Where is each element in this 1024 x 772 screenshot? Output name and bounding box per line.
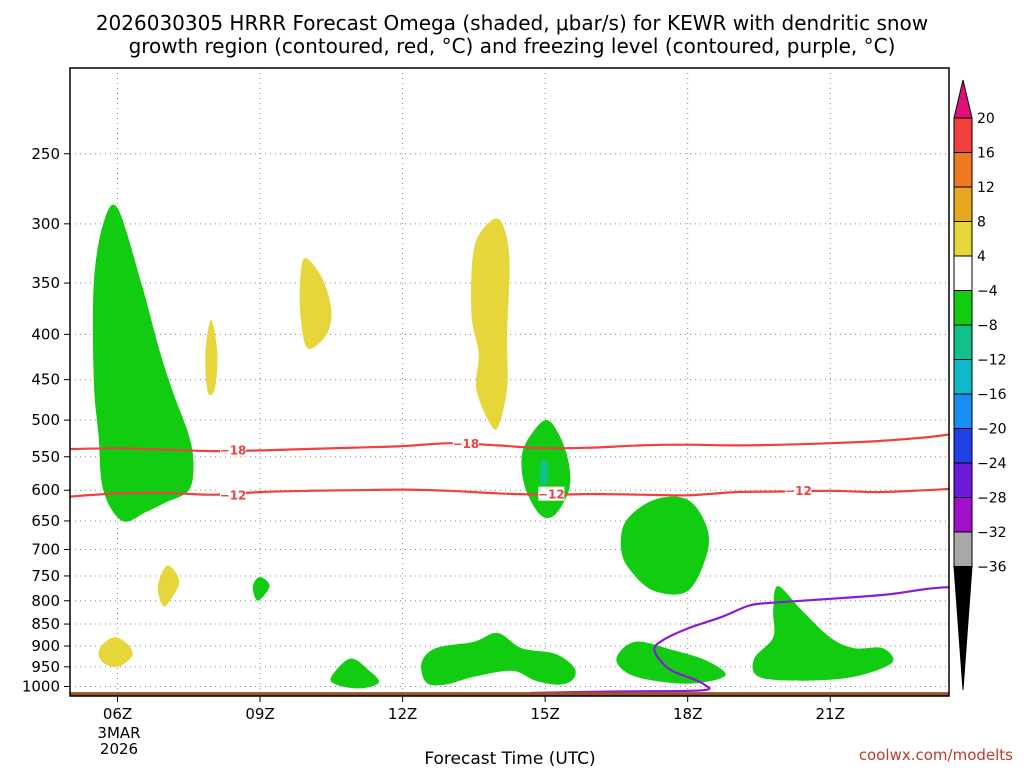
contour-label-bg-0-0 (220, 442, 247, 457)
colorbar-segment-1 (953, 152, 973, 188)
colorbar-cap-bottom (953, 566, 973, 691)
contour-lines: −18 −18 −12 −12 −12 (70, 433, 949, 695)
y-tick-label-650: 650 (31, 512, 60, 530)
contour-label-bg-1-0 (220, 487, 247, 502)
y-tick-label-550: 550 (31, 448, 60, 466)
contour-freezing-level (530, 586, 949, 695)
colorbar-cap-top (953, 79, 973, 119)
colorbar-segment-2 (953, 186, 973, 222)
y-tick-label-300: 300 (31, 215, 60, 233)
omega-region-green-1745z (616, 641, 726, 684)
y-tick-label-900: 900 (31, 637, 60, 655)
colorbar-segment-3 (953, 221, 973, 257)
x-tick-label-09Z: 09Z (245, 705, 274, 723)
colorbar-segment-10 (953, 462, 973, 498)
colorbar-label-1: 16 (977, 146, 995, 162)
surface-terrain (70, 692, 949, 696)
y-tick-label-750: 750 (31, 567, 60, 585)
omega-region-green-2045z (752, 586, 894, 681)
credit-text: coolwx.com/modelts (859, 746, 1013, 764)
omega-region-yellow-10z (299, 258, 332, 350)
colorbar-segment-5 (953, 290, 973, 326)
omega-region-green-1100z (330, 658, 380, 689)
y-tick-label-600: 600 (31, 481, 60, 499)
contour-label-1-2: −12 (785, 484, 812, 498)
y-tick-label-1000: 1000 (22, 678, 60, 696)
terrain-surface (70, 692, 949, 696)
chart-title-line1: 2026030305 HRRR Forecast Omega (shaded, … (96, 11, 928, 35)
y-tick-label-850: 850 (31, 615, 60, 633)
colorbar-segment-6 (953, 324, 973, 360)
date-label-line2: 2026 (100, 740, 138, 758)
y-tick-label-450: 450 (31, 371, 60, 389)
colorbar-label-8: −16 (977, 387, 1007, 403)
contour--12c-isotherm (70, 487, 949, 498)
contour-label-bg-1-1 (538, 486, 565, 501)
colorbar-label-11: −28 (977, 491, 1007, 507)
colorbar-segment-7 (953, 359, 973, 395)
colorbar-label-6: −8 (977, 318, 998, 334)
colorbar-label-5: −4 (977, 284, 998, 300)
y-tick-label-400: 400 (31, 325, 60, 343)
colorbar-label-2: 12 (977, 180, 995, 196)
colorbar-segment-11 (953, 497, 973, 533)
x-axis-ticks: 06Z 09Z 12Z 15Z 18Z 21Z (103, 696, 845, 723)
omega-region-yellow-14z (471, 218, 510, 430)
x-axis-label: Forecast Time (UTC) (424, 749, 595, 768)
contour-label-1-1: −12 (538, 488, 565, 502)
omega-region-green-1400z (421, 632, 576, 686)
omega-region-green-06z (92, 204, 194, 522)
y-tick-label-950: 950 (31, 658, 60, 676)
colorbar-label-12: −32 (977, 525, 1007, 541)
y-axis-ticks: 250 300 350 400 450 500 550 600 650 700 750 800 850 9… (22, 145, 70, 696)
plot-frame (69, 67, 950, 697)
colorbar-label-0: 20 (977, 111, 995, 127)
x-tick-label-15Z: 15Z (530, 705, 559, 723)
y-tick-label-250: 250 (31, 145, 60, 163)
x-tick-label-21Z: 21Z (816, 705, 845, 723)
x-tick-label-12Z: 12Z (388, 705, 417, 723)
y-tick-label-350: 350 (31, 274, 60, 292)
colorbar-label-3: 8 (977, 215, 986, 231)
omega-region-green-1730z (620, 496, 710, 595)
omega-region-yellow-06z-low (98, 637, 133, 668)
contour-label-1-0: −12 (220, 488, 247, 502)
x-tick-label-18Z: 18Z (673, 705, 702, 723)
contour-label-0-0: −18 (220, 443, 247, 457)
colorbar-label-9: −20 (977, 422, 1007, 438)
omega-region-teal-1445z-spot (539, 459, 549, 486)
colorbar-segment-9 (953, 428, 973, 464)
colorbar-label-13: −36 (977, 560, 1007, 576)
date-label-line1: 3MAR (97, 724, 140, 742)
contour-label-0-1: −18 (452, 437, 479, 451)
omega-region-yellow-07z (157, 565, 180, 607)
grid (70, 68, 949, 696)
colorbar: 20 16 12 8 4 −4 −8 −12 −16 −20 −24 −28 −32 −36 (953, 79, 1007, 691)
y-tick-label-700: 700 (31, 540, 60, 558)
omega-region-green-09z (252, 577, 270, 601)
colorbar-segment-4 (953, 255, 973, 291)
contour-label-bg-1-2 (785, 482, 812, 497)
contour--18c-isotherm (70, 433, 949, 453)
colorbar-segment-8 (953, 393, 973, 429)
omega-shading (92, 204, 894, 689)
colorbar-segment-12 (953, 531, 973, 567)
y-tick-label-500: 500 (31, 411, 60, 429)
chart-title-line2: growth region (contoured, red, °C) and f… (129, 34, 896, 58)
x-tick-label-06Z: 06Z (103, 705, 132, 723)
colorbar-label-10: −24 (977, 456, 1007, 472)
y-tick-label-800: 800 (31, 592, 60, 610)
colorbar-label-7: −12 (977, 353, 1007, 369)
colorbar-segment-0 (953, 117, 973, 153)
contour-label-bg-0-1 (452, 435, 479, 450)
omega-region-yellow-08z (205, 319, 218, 396)
colorbar-label-4: 4 (977, 249, 986, 265)
